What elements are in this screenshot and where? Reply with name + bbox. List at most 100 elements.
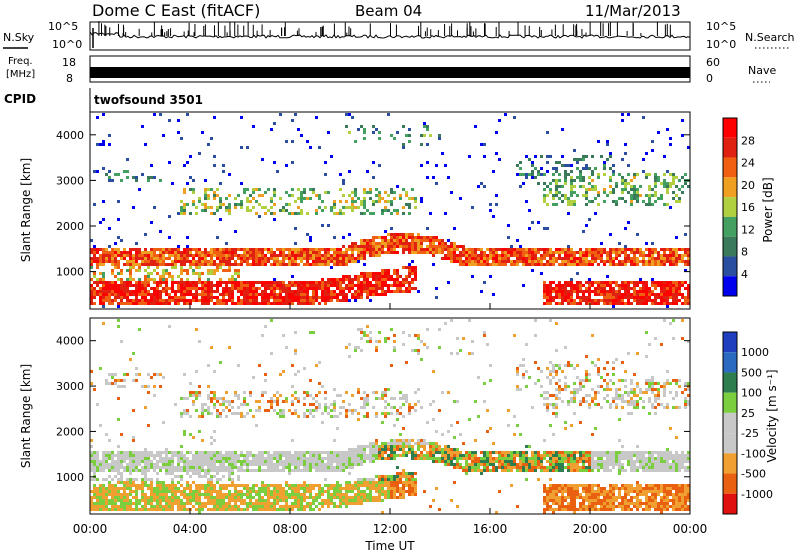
velocity-cell bbox=[246, 412, 249, 415]
power-cell bbox=[294, 242, 297, 245]
power-cell bbox=[549, 281, 552, 284]
power-cell bbox=[258, 203, 261, 206]
velocity-cell bbox=[177, 496, 180, 499]
power-cell bbox=[465, 254, 468, 257]
power-cell bbox=[537, 173, 540, 176]
power-cell bbox=[573, 251, 576, 254]
power-cell bbox=[174, 281, 177, 284]
power-cell bbox=[240, 302, 243, 305]
power-cell bbox=[360, 293, 363, 296]
power-cell bbox=[480, 254, 483, 257]
power-cell bbox=[549, 299, 552, 302]
power-cell bbox=[597, 191, 600, 194]
velocity-cell bbox=[222, 499, 225, 502]
velocity-cell bbox=[327, 460, 330, 463]
power-cell bbox=[582, 263, 585, 266]
power-cell bbox=[324, 257, 327, 260]
power-cell bbox=[663, 284, 666, 287]
velocity-cell bbox=[117, 379, 120, 382]
power-cell bbox=[207, 293, 210, 296]
power-cell bbox=[159, 290, 162, 293]
power-cell bbox=[369, 188, 372, 191]
velocity-cell bbox=[243, 457, 246, 460]
velocity-cell bbox=[318, 490, 321, 493]
power-cell bbox=[618, 302, 621, 305]
power-cell bbox=[204, 284, 207, 287]
power-cell bbox=[678, 299, 681, 302]
power-cell bbox=[171, 266, 174, 269]
power-cell bbox=[372, 254, 375, 257]
power-cell bbox=[105, 296, 108, 299]
power-cell bbox=[165, 257, 168, 260]
velocity-cell bbox=[117, 496, 120, 499]
velocity-cell bbox=[111, 487, 114, 490]
velocity-cell bbox=[297, 415, 300, 418]
power-cell bbox=[117, 284, 120, 287]
velocity-cell bbox=[225, 508, 228, 511]
velocity-cell bbox=[354, 481, 357, 484]
power-cell bbox=[585, 164, 588, 167]
power-cell bbox=[132, 278, 135, 281]
velocity-cell bbox=[183, 493, 186, 496]
velocity-cell bbox=[198, 451, 201, 454]
power-cell bbox=[507, 248, 510, 251]
power-cell bbox=[357, 296, 360, 299]
power-cell bbox=[339, 257, 342, 260]
power-cell bbox=[369, 287, 372, 290]
velocity-cell bbox=[111, 502, 114, 505]
velocity-cell bbox=[366, 334, 369, 337]
power-cell bbox=[549, 254, 552, 257]
velocity-cell bbox=[252, 505, 255, 508]
power-cell bbox=[231, 278, 234, 281]
power-cell bbox=[384, 293, 387, 296]
velocity-cell bbox=[117, 445, 120, 448]
power-cell bbox=[612, 305, 615, 308]
velocity-cell bbox=[297, 493, 300, 496]
power-cell bbox=[351, 197, 354, 200]
power-cell bbox=[672, 287, 675, 290]
power-cell bbox=[126, 287, 129, 290]
velocity-cell bbox=[117, 505, 120, 508]
velocity-cell bbox=[303, 469, 306, 472]
power-cell bbox=[378, 164, 381, 167]
power-cell bbox=[213, 248, 216, 251]
velocity-cell bbox=[195, 469, 198, 472]
power-cell bbox=[258, 257, 261, 260]
power-cell bbox=[246, 248, 249, 251]
power-cell bbox=[348, 299, 351, 302]
velocity-cell bbox=[177, 487, 180, 490]
power-cell bbox=[333, 248, 336, 251]
power-cell bbox=[366, 290, 369, 293]
velocity-cell bbox=[150, 478, 153, 481]
power-cell bbox=[351, 191, 354, 194]
power-cell bbox=[453, 248, 456, 251]
velocity-cell bbox=[267, 457, 270, 460]
power-cell bbox=[645, 263, 648, 266]
power-cell bbox=[165, 278, 168, 281]
velocity-cell bbox=[330, 460, 333, 463]
power-cell bbox=[207, 290, 210, 293]
velocity-cell bbox=[147, 457, 150, 460]
power-cell bbox=[636, 233, 639, 236]
velocity-cell bbox=[90, 370, 93, 373]
velocity-cell bbox=[273, 400, 276, 403]
velocity-cell bbox=[282, 370, 285, 373]
power-cell bbox=[180, 206, 183, 209]
velocity-cell bbox=[336, 490, 339, 493]
power-cell bbox=[498, 254, 501, 257]
station-title: Dome C East (fitACF) bbox=[92, 1, 260, 20]
power-cell bbox=[306, 212, 309, 215]
velocity-cell bbox=[357, 481, 360, 484]
power-cell bbox=[570, 278, 573, 281]
velocity-cell bbox=[216, 460, 219, 463]
velocity-cell bbox=[324, 499, 327, 502]
power-cell bbox=[573, 257, 576, 260]
power-cell bbox=[405, 233, 408, 236]
power-cell bbox=[558, 287, 561, 290]
velocity-cell bbox=[189, 475, 192, 478]
velocity-cell bbox=[228, 346, 231, 349]
power-cell bbox=[288, 203, 291, 206]
power-cell bbox=[294, 200, 297, 203]
power-cell bbox=[543, 248, 546, 251]
power-cell bbox=[666, 254, 669, 257]
